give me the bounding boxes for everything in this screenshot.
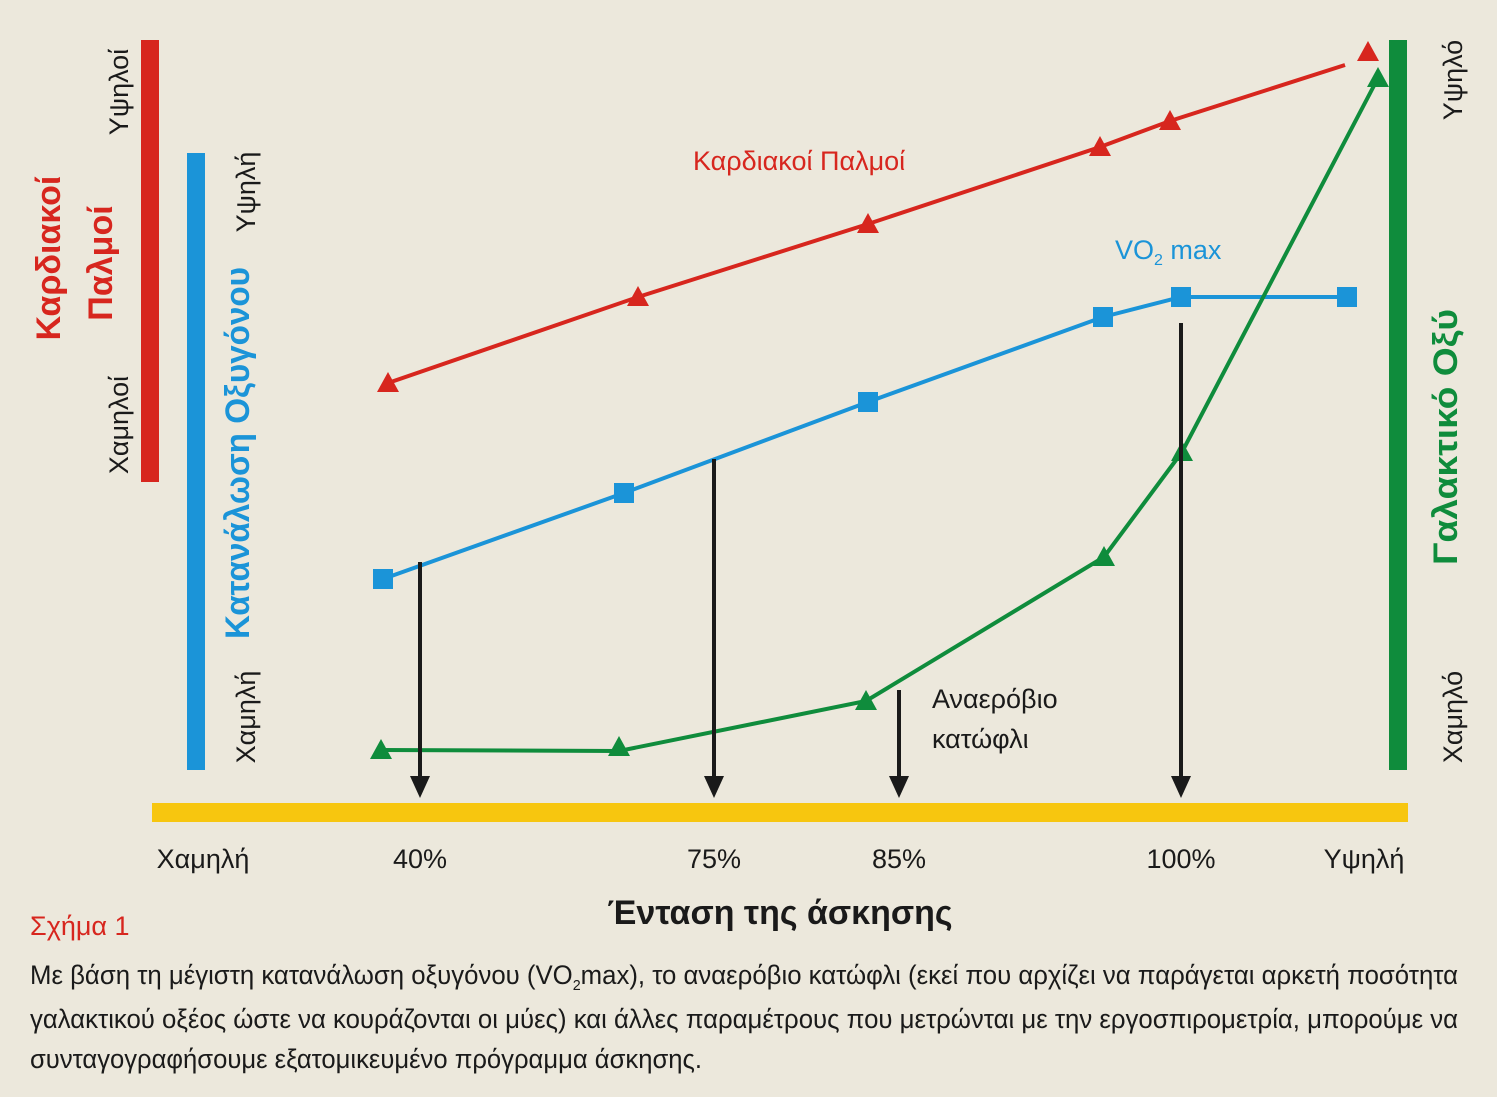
heart-rate-bar: [141, 40, 159, 482]
x-label: Χαμηλή: [157, 844, 250, 874]
marker: [858, 392, 878, 412]
caption-label: Σχήμα 1: [30, 911, 130, 941]
marker: [377, 372, 399, 392]
marker: [857, 213, 879, 233]
lactate-low: Χαμηλό: [1438, 671, 1468, 763]
x-label: 40%: [393, 844, 447, 874]
caption-line: γαλακτικού οξέος ώστε να κουράζονται οι …: [30, 1004, 1458, 1034]
caption-line: Με βάση τη μέγιστη κατανάλωση οξυγόνου (…: [30, 960, 1458, 994]
markers: [370, 41, 1389, 759]
marker: [1357, 41, 1379, 61]
heart-rate-curve: [387, 63, 1346, 385]
threshold-label: Αναερόβιο: [932, 684, 1058, 714]
marker: [1337, 287, 1357, 307]
lactate-title: Γαλακτικό Οξύ: [1427, 309, 1465, 565]
marker: [1159, 110, 1181, 130]
x-label: 85%: [872, 844, 926, 874]
marker: [627, 286, 649, 306]
oxygen-high: Υψηλή: [231, 152, 261, 233]
x-label: 75%: [687, 844, 741, 874]
heart-title: Παλμοί: [82, 205, 120, 320]
lactate-bar: [1389, 40, 1407, 770]
heart-low: Χαμηλοί: [104, 376, 134, 474]
arrows: [410, 323, 1191, 798]
vo2-curve: [382, 295, 1347, 581]
lactate-high: Υψηλό: [1438, 40, 1468, 120]
oxygen-bar: [187, 153, 205, 770]
x-label: Υψηλή: [1324, 844, 1405, 874]
x-label: 100%: [1146, 844, 1215, 874]
oxygen-title: Κατανάλωση Οξυγόνου: [219, 267, 257, 639]
heart-title: Καρδιακοί: [30, 176, 68, 341]
oxygen-low: Χαμηλή: [231, 671, 261, 764]
lactate-curve: [380, 77, 1380, 754]
marker: [855, 690, 877, 710]
marker: [370, 739, 392, 759]
marker: [614, 483, 634, 503]
x-axis-title: Ένταση της άσκησης: [607, 894, 952, 932]
marker: [373, 569, 393, 589]
marker: [1093, 546, 1115, 566]
vo2-label: VO2 max: [1115, 235, 1222, 269]
marker: [608, 736, 630, 756]
intensity-bar: [152, 803, 1408, 822]
marker: [1171, 287, 1191, 307]
caption-line: συνταγογραφήσουμε εξατομικευμένο πρόγραμ…: [30, 1044, 702, 1074]
marker: [1367, 67, 1389, 87]
marker: [1089, 136, 1111, 156]
heart-high: Υψηλοί: [104, 49, 134, 135]
threshold-label: κατώφλι: [932, 724, 1029, 754]
marker: [1093, 307, 1113, 327]
heart-curve-label: Καρδιακοί Παλμοί: [693, 146, 905, 176]
